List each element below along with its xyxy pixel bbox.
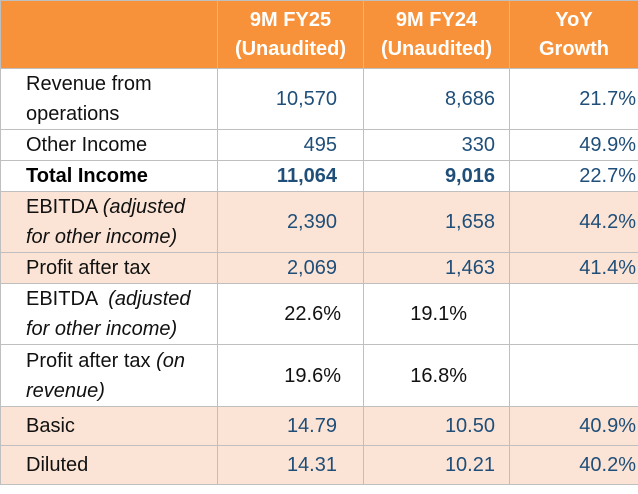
cell-ebitda-margin-yoy-empty [509,283,638,345]
cell-eps-diluted-fy25: 14.31 [217,445,364,485]
row-label-total-income: Total Income [0,160,218,192]
cell-other-income-fy24: 330 [363,129,510,161]
cell-other-income-yoy: 49.9% [509,129,638,161]
header-9m-fy24-line1: 9M FY24 [395,8,478,31]
table-row-pat-margin: Profit after tax (on revenue) 19.6% 16.8… [0,344,638,407]
cell-other-income-fy25: 495 [217,129,364,161]
cell-ebitda-fy24: 1,658 [363,191,510,253]
table-row-ebitda-margin: EBITDA (adjusted for other income) 22.6%… [0,283,638,345]
cell-eps-diluted-yoy: 40.2% [509,445,638,485]
cell-pat-margin-fy25: 19.6% [217,344,364,407]
cell-eps-basic-yoy: 40.9% [509,406,638,446]
header-yoy-line2: Growth [539,37,609,60]
header-9m-fy24-line2: (Unaudited) [380,37,493,60]
table-row-other-income: Other Income 495 330 49.9% [0,129,638,161]
cell-revenue-fy25: 10,570 [217,68,364,130]
row-label-pat-margin-line1: Profit after tax (on [26,346,217,376]
cell-eps-diluted-fy24: 10.21 [363,445,510,485]
row-label-revenue-line2: operations [26,103,120,125]
row-label-ebitda-note2: for other income) [26,226,178,248]
row-label-ebitda-margin-line1: EBITDA (adjusted [26,285,217,315]
row-label-pat-margin-note2: revenue) [26,379,105,402]
header-yoy-growth: YoY Growth [509,0,638,69]
row-label-pat-margin: Profit after tax (on revenue) [0,344,218,407]
cell-pat-yoy: 41.4% [509,252,638,284]
row-label-ebitda-margin-note1: (adjusted [108,288,191,310]
cell-pat-margin-fy24: 16.8% [363,344,510,407]
header-9m-fy24: 9M FY24 (Unaudited) [363,0,510,69]
cell-total-income-fy25: 11,064 [217,160,364,192]
cell-total-income-yoy: 22.7% [509,160,638,192]
cell-eps-basic-fy24: 10.50 [363,406,510,446]
cell-ebitda-margin-fy25: 22.6% [217,283,364,345]
cell-eps-basic-fy25: 14.79 [217,406,364,446]
table-row-eps-diluted: Diluted 14.31 10.21 40.2% [0,445,638,485]
row-label-profit-after-tax: Profit after tax [0,252,218,284]
cell-ebitda-yoy: 44.2% [509,191,638,253]
row-label-ebitda: EBITDA (adjusted for other income) [0,191,218,253]
header-9m-fy25-line1: 9M FY25 [249,8,332,31]
row-label-ebitda-main: EBITDA [26,196,103,218]
cell-revenue-fy24: 8,686 [363,68,510,130]
header-blank-cell [0,0,218,69]
cell-pat-fy25: 2,069 [217,252,364,284]
table-header-row: 9M FY25 (Unaudited) 9M FY24 (Unaudited) … [0,0,638,69]
row-label-revenue-line1: Revenue from [26,73,152,95]
cell-total-income-fy24: 9,016 [363,160,510,192]
row-label-pat-margin-note1: (on [156,349,185,372]
header-9m-fy25: 9M FY25 (Unaudited) [217,0,364,69]
row-label-ebitda-margin-note2: for other income) [26,318,178,340]
table-row-eps-basic: Basic 14.79 10.50 40.9% [0,406,638,446]
cell-pat-margin-yoy-empty [509,344,638,407]
cell-ebitda-fy25: 2,390 [217,191,364,253]
cell-revenue-yoy: 21.7% [509,68,638,130]
header-yoy-line1: YoY [555,8,593,31]
row-label-ebitda-note1: (adjusted [102,196,185,218]
table-row-profit-after-tax: Profit after tax 2,069 1,463 41.4% [0,252,638,284]
row-label-other-income: Other Income [0,129,218,161]
row-label-eps-diluted: Diluted [0,445,218,485]
header-9m-fy25-line2: (Unaudited) [234,37,347,60]
cell-ebitda-margin-fy24: 19.1% [363,283,510,345]
row-label-eps-basic: Basic [0,406,218,446]
table-row-ebitda: EBITDA (adjusted for other income) 2,390… [0,191,638,253]
row-label-pat-margin-main: Profit after tax [26,349,157,372]
row-label-ebitda-margin-main: EBITDA [26,288,109,310]
row-label-ebitda-margin: EBITDA (adjusted for other income) [0,283,218,345]
table-row-total-income: Total Income 11,064 9,016 22.7% [0,160,638,192]
row-label-ebitda-line1: EBITDA (adjusted [26,193,217,223]
cell-pat-fy24: 1,463 [363,252,510,284]
row-label-revenue: Revenue from operations [0,68,218,130]
table-row-revenue: Revenue from operations 10,570 8,686 21.… [0,68,638,130]
